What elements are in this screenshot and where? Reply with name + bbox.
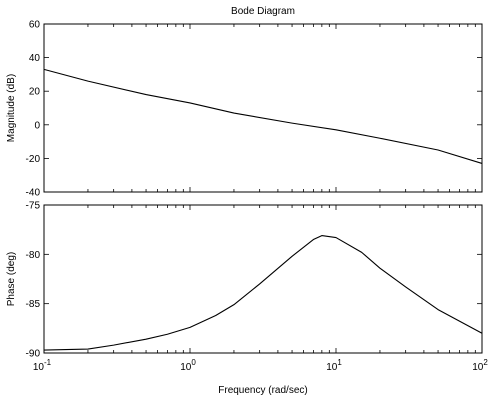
y-tick-label: 40 <box>29 53 41 64</box>
panel-1: 60 40 20 0 -20 -40 Magnitude (dB) <box>6 20 483 199</box>
plot-frame <box>43 204 483 354</box>
y-tick-label: 60 <box>29 20 41 31</box>
chart-title: Bode Diagram <box>231 6 295 17</box>
panel-2: -75 -80 -85 -90 Phase (deg) 10-1 100 101 102 <box>6 201 488 374</box>
y-axis-title: Magnitude (dB) <box>6 74 17 142</box>
y-axis-title: Phase (deg) <box>6 252 17 306</box>
plot-frame <box>43 23 483 193</box>
y-tick-label: -80 <box>26 250 41 261</box>
y-tick-label: -20 <box>26 154 41 165</box>
y-tick-label: -75 <box>26 201 41 212</box>
x-tick-label: 10-1 <box>33 358 52 373</box>
y-tick-label: 0 <box>34 120 40 131</box>
x-tick-label: 101 <box>326 358 342 373</box>
y-tick-label: -85 <box>26 299 41 310</box>
y-tick-label: -40 <box>26 188 41 199</box>
y-tick-label: -90 <box>26 349 41 360</box>
plot-panels: 60 40 20 0 -20 -40 Magnitude (dB) -75 -80 -85 -90 P… <box>6 20 488 374</box>
series-line-1 <box>43 235 483 351</box>
series-line-1 <box>43 68 483 164</box>
y-tick-label: 20 <box>29 87 41 98</box>
x-axis-title: Frequency (rad/sec) <box>218 385 307 396</box>
x-tick-label: 100 <box>180 358 196 373</box>
x-tick-label: 102 <box>472 358 488 373</box>
